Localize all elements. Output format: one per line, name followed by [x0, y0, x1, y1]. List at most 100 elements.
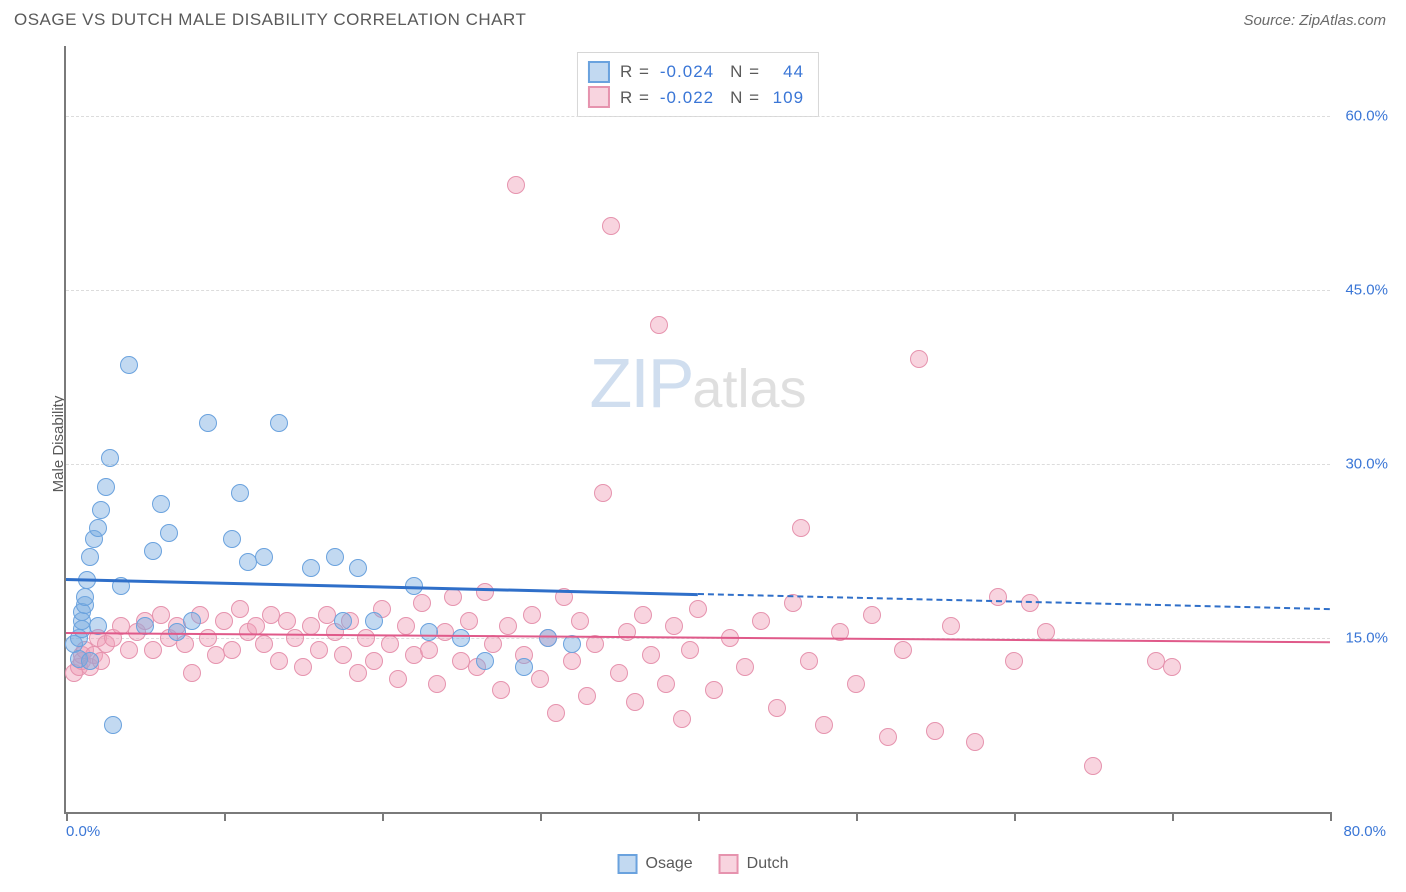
scatter-point-osage — [144, 542, 162, 560]
scatter-point-dutch — [926, 722, 944, 740]
x-tick — [382, 812, 384, 821]
scatter-point-dutch — [642, 646, 660, 664]
scatter-point-dutch — [223, 641, 241, 659]
scatter-point-osage — [89, 519, 107, 537]
scatter-point-osage — [183, 612, 201, 630]
scatter-point-dutch — [910, 350, 928, 368]
x-tick — [224, 812, 226, 821]
scatter-point-dutch — [120, 641, 138, 659]
scatter-point-osage — [76, 588, 94, 606]
scatter-point-osage — [160, 524, 178, 542]
scatter-point-dutch — [689, 600, 707, 618]
r-label: R = — [620, 85, 650, 111]
scatter-point-dutch — [815, 716, 833, 734]
scatter-point-dutch — [571, 612, 589, 630]
stats-row-osage: R = -0.024 N = 44 — [588, 59, 804, 85]
scatter-point-osage — [199, 414, 217, 432]
scatter-point-dutch — [578, 687, 596, 705]
scatter-point-dutch — [231, 600, 249, 618]
scatter-point-dutch — [547, 704, 565, 722]
scatter-point-dutch — [989, 588, 1007, 606]
scatter-point-dutch — [294, 658, 312, 676]
scatter-point-dutch — [460, 612, 478, 630]
legend-label-dutch: Dutch — [747, 855, 789, 872]
scatter-point-dutch — [792, 519, 810, 537]
scatter-point-dutch — [602, 217, 620, 235]
x-tick — [1330, 812, 1332, 821]
scatter-point-dutch — [531, 670, 549, 688]
n-value-dutch: 109 — [770, 85, 804, 111]
legend-swatch-dutch — [719, 854, 739, 874]
scatter-point-dutch — [634, 606, 652, 624]
scatter-point-osage — [104, 716, 122, 734]
legend-item-osage: Osage — [618, 854, 693, 874]
swatch-osage — [588, 61, 610, 83]
scatter-point-dutch — [420, 641, 438, 659]
legend-item-dutch: Dutch — [719, 854, 789, 874]
scatter-point-osage — [92, 501, 110, 519]
scatter-point-dutch — [594, 484, 612, 502]
r-label: R = — [620, 59, 650, 85]
scatter-point-osage — [349, 559, 367, 577]
scatter-point-dutch — [657, 675, 675, 693]
scatter-point-osage — [81, 548, 99, 566]
scatter-point-dutch — [1005, 652, 1023, 670]
scatter-point-dutch — [1084, 757, 1102, 775]
stats-row-dutch: R = -0.022 N = 109 — [588, 85, 804, 111]
scatter-point-dutch — [800, 652, 818, 670]
scatter-point-dutch — [879, 728, 897, 746]
gridline — [66, 116, 1330, 117]
legend-swatch-osage — [618, 854, 638, 874]
scatter-point-dutch — [152, 606, 170, 624]
scatter-point-dutch — [650, 316, 668, 334]
scatter-point-osage — [152, 495, 170, 513]
scatter-point-dutch — [499, 617, 517, 635]
scatter-point-dutch — [334, 646, 352, 664]
scatter-point-dutch — [183, 664, 201, 682]
scatter-point-osage — [515, 658, 533, 676]
r-value-dutch: -0.022 — [660, 85, 714, 111]
scatter-point-dutch — [302, 617, 320, 635]
scatter-point-dutch — [286, 629, 304, 647]
watermark: ZIPatlas — [590, 343, 807, 423]
scatter-point-dutch — [736, 658, 754, 676]
scatter-point-dutch — [278, 612, 296, 630]
scatter-point-dutch — [752, 612, 770, 630]
scatter-point-dutch — [665, 617, 683, 635]
scatter-point-dutch — [768, 699, 786, 717]
scatter-point-dutch — [507, 176, 525, 194]
swatch-dutch — [588, 86, 610, 108]
scatter-point-dutch — [1163, 658, 1181, 676]
scatter-point-dutch — [563, 652, 581, 670]
scatter-point-osage — [97, 478, 115, 496]
scatter-point-dutch — [381, 635, 399, 653]
y-tick-label: 45.0% — [1336, 281, 1388, 298]
chart-area: Male Disability ZIPatlas R = -0.024 N = … — [14, 46, 1392, 842]
scatter-point-dutch — [199, 629, 217, 647]
scatter-point-osage — [255, 548, 273, 566]
scatter-point-dutch — [310, 641, 328, 659]
scatter-point-osage — [81, 652, 99, 670]
scatter-point-dutch — [847, 675, 865, 693]
scatter-point-dutch — [942, 617, 960, 635]
scatter-point-dutch — [144, 641, 162, 659]
n-value-osage: 44 — [770, 59, 804, 85]
x-tick — [1014, 812, 1016, 821]
trendline-osage — [66, 578, 698, 596]
scatter-point-dutch — [966, 733, 984, 751]
scatter-point-dutch — [357, 629, 375, 647]
chart-header: OSAGE VS DUTCH MALE DISABILITY CORRELATI… — [0, 0, 1406, 40]
scatter-point-dutch — [484, 635, 502, 653]
x-tick — [540, 812, 542, 821]
scatter-point-dutch — [397, 617, 415, 635]
n-label: N = — [730, 85, 760, 111]
scatter-point-dutch — [365, 652, 383, 670]
x-tick — [856, 812, 858, 821]
x-tick — [1172, 812, 1174, 821]
scatter-point-dutch — [215, 612, 233, 630]
scatter-point-osage — [420, 623, 438, 641]
gridline — [66, 290, 1330, 291]
scatter-point-dutch — [863, 606, 881, 624]
scatter-point-dutch — [476, 583, 494, 601]
scatter-point-dutch — [523, 606, 541, 624]
